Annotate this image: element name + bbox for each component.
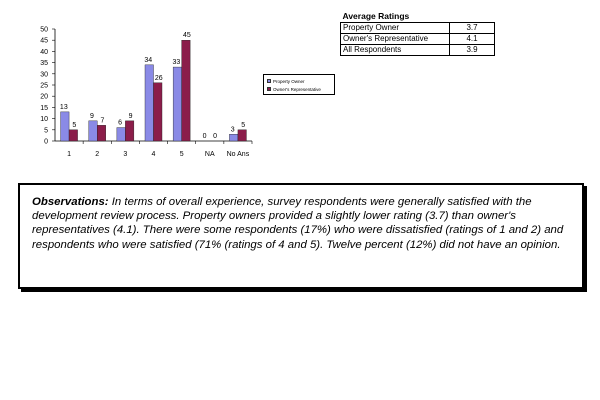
y-tick-label: 30 <box>40 71 48 78</box>
data-label: 13 <box>60 104 68 111</box>
data-label: 5 <box>241 122 245 129</box>
bar <box>60 111 70 142</box>
y-tick-label: 10 <box>40 116 48 123</box>
observations-text: In terms of overall experience, survey r… <box>32 196 564 251</box>
bar <box>88 120 98 142</box>
bar <box>116 127 126 142</box>
chart-legend: Property Owner Owner's Representative <box>263 74 335 95</box>
bar <box>229 134 239 142</box>
data-label: 9 <box>129 113 133 120</box>
data-label: 0 <box>213 133 217 140</box>
bar <box>172 66 182 142</box>
data-label: 0 <box>203 133 207 140</box>
data-label: 5 <box>72 122 76 129</box>
y-tick-label: 35 <box>40 60 48 67</box>
y-tick-label: 40 <box>40 49 48 56</box>
ratings-row-owners-representative: Owner's Representative 4.1 <box>340 33 495 45</box>
x-tick-label: No Ans <box>227 151 250 158</box>
legend-label-owners-representative: Owner's Representative <box>273 86 321 92</box>
ratings-row-all-respondents: All Respondents 3.9 <box>340 44 495 56</box>
data-label: 7 <box>101 117 105 124</box>
data-label: 6 <box>118 120 122 127</box>
ratings-label: All Respondents <box>340 44 450 56</box>
ratings-row-property-owner: Property Owner 3.7 <box>340 22 495 34</box>
observations-heading: Observations: <box>32 196 109 208</box>
data-label: 26 <box>155 75 163 82</box>
x-tick-label: NA <box>205 151 215 158</box>
observations-box: Observations: In terms of overall experi… <box>18 183 584 289</box>
data-label: 34 <box>144 57 152 64</box>
data-label: 45 <box>183 32 191 39</box>
legend-item-owners-representative: Owner's Representative <box>267 85 331 93</box>
ratings-value: 3.7 <box>449 22 495 34</box>
ratings-label: Property Owner <box>340 22 450 34</box>
y-tick-label: 20 <box>40 94 48 101</box>
y-tick-label: 25 <box>40 83 48 90</box>
data-label: 3 <box>231 126 235 133</box>
ratings-value: 3.9 <box>449 44 495 56</box>
bar <box>181 40 191 142</box>
ratings-header-row: Average Ratings <box>340 11 495 23</box>
x-tick-label: 2 <box>95 151 99 158</box>
bar <box>144 64 154 142</box>
legend-swatch-property-owner <box>267 79 271 83</box>
legend-swatch-owners-representative <box>267 87 271 91</box>
legend-item-property-owner: Property Owner <box>267 77 331 85</box>
data-label: 9 <box>90 113 94 120</box>
ratings-label: Owner's Representative <box>340 33 450 45</box>
y-tick-label: 5 <box>44 127 48 134</box>
y-tick-label: 50 <box>40 27 48 34</box>
y-tick-label: 0 <box>44 139 48 146</box>
y-tick-label: 45 <box>40 38 48 45</box>
x-tick-label: 1 <box>67 151 71 158</box>
legend-label-property-owner: Property Owner <box>273 78 305 84</box>
bar <box>68 129 78 142</box>
bar <box>97 125 106 142</box>
ratings-value: 4.1 <box>449 33 495 45</box>
chart-svg: 0510152025303540455011352973694342653345… <box>40 27 253 158</box>
x-tick-label: 4 <box>152 151 156 158</box>
y-tick-label: 15 <box>40 105 48 112</box>
data-label: 33 <box>172 59 180 66</box>
bar <box>237 129 247 142</box>
x-tick-label: 5 <box>180 151 184 158</box>
x-tick-label: 3 <box>123 151 127 158</box>
ratings-title: Average Ratings <box>340 11 495 23</box>
average-ratings-table: Average Ratings Property Owner 3.7 Owner… <box>340 11 495 56</box>
bar <box>125 120 135 142</box>
bar <box>153 82 163 142</box>
bar-chart: 0 5 10 15 20 25 30 35 40 45 50 1 13 5 2 9 7 3 6 9 4 34 26 5 33 45… <box>0 0 340 170</box>
